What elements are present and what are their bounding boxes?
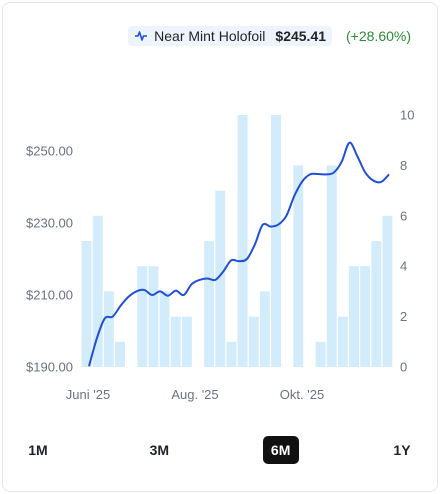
volume-bar — [92, 215, 103, 367]
volume-bar — [103, 291, 114, 367]
range-button-6m[interactable]: 6M — [262, 436, 299, 464]
y-right-tick-label: 10 — [400, 108, 414, 123]
volume-bar — [204, 241, 215, 367]
y-right-tick-label: 4 — [400, 259, 407, 274]
price-line-layer — [88, 141, 390, 367]
volume-bar — [237, 115, 248, 367]
y-left-tick-label: $210.00 — [26, 288, 73, 303]
volume-bars — [81, 115, 393, 367]
x-tick-label: Juni '25 — [66, 387, 110, 402]
y-left-tick-label: $190.00 — [26, 360, 73, 375]
volume-bar — [349, 266, 359, 367]
y-axis-right: 0 2 4 6 8 10 — [400, 108, 414, 375]
price-change: (+28.60%) — [346, 28, 411, 44]
volume-bar — [326, 165, 337, 367]
volume-bar — [360, 266, 371, 367]
series-name: Near Mint Holofoil — [154, 28, 266, 44]
y-axis-left: $190.00 $210.00 $230.00 $250.00 — [26, 144, 73, 375]
volume-bar — [337, 316, 348, 367]
current-price: $245.41 — [275, 28, 327, 44]
y-right-tick-label: 8 — [400, 158, 407, 173]
volume-bar — [148, 266, 159, 367]
y-right-tick-label: 6 — [400, 208, 407, 223]
range-button-1m[interactable]: 1M — [28, 442, 48, 458]
range-button-3m[interactable]: 3M — [149, 442, 170, 458]
volume-bar — [248, 316, 259, 367]
x-axis: Juni '25 Aug. '25 Okt. '25 — [66, 387, 324, 402]
x-tick-label: Aug. '25 — [171, 387, 218, 402]
line-chart-icon — [135, 31, 148, 41]
series-label-box[interactable]: Near Mint Holofoil $245.41 — [128, 26, 333, 46]
range-button-1y[interactable]: 1Y — [393, 442, 411, 458]
range-selector: 1M 3M 6M 1Y — [20, 436, 420, 464]
volume-bar — [259, 291, 270, 367]
volume-bar — [382, 215, 393, 367]
volume-bar — [315, 341, 326, 367]
x-tick-label: Okt. '25 — [280, 387, 324, 402]
volume-bar — [271, 115, 281, 367]
volume-bar — [293, 165, 304, 367]
volume-bar — [170, 316, 181, 367]
volume-bar — [115, 341, 125, 367]
price-line — [88, 141, 390, 367]
y-left-tick-label: $250.00 — [26, 144, 73, 159]
volume-bar — [181, 316, 192, 367]
y-right-tick-label: 2 — [400, 309, 407, 324]
volume-bar — [159, 291, 170, 367]
y-right-tick-label: 0 — [400, 360, 407, 375]
series-legend[interactable]: Near Mint Holofoil $245.41 (+28.60%) — [122, 25, 417, 47]
volume-bar — [226, 341, 237, 367]
volume-bar — [81, 241, 92, 367]
y-left-tick-label: $230.00 — [26, 216, 73, 231]
volume-bar — [137, 266, 148, 367]
volume-bar — [371, 241, 382, 367]
volume-bar — [215, 190, 226, 367]
